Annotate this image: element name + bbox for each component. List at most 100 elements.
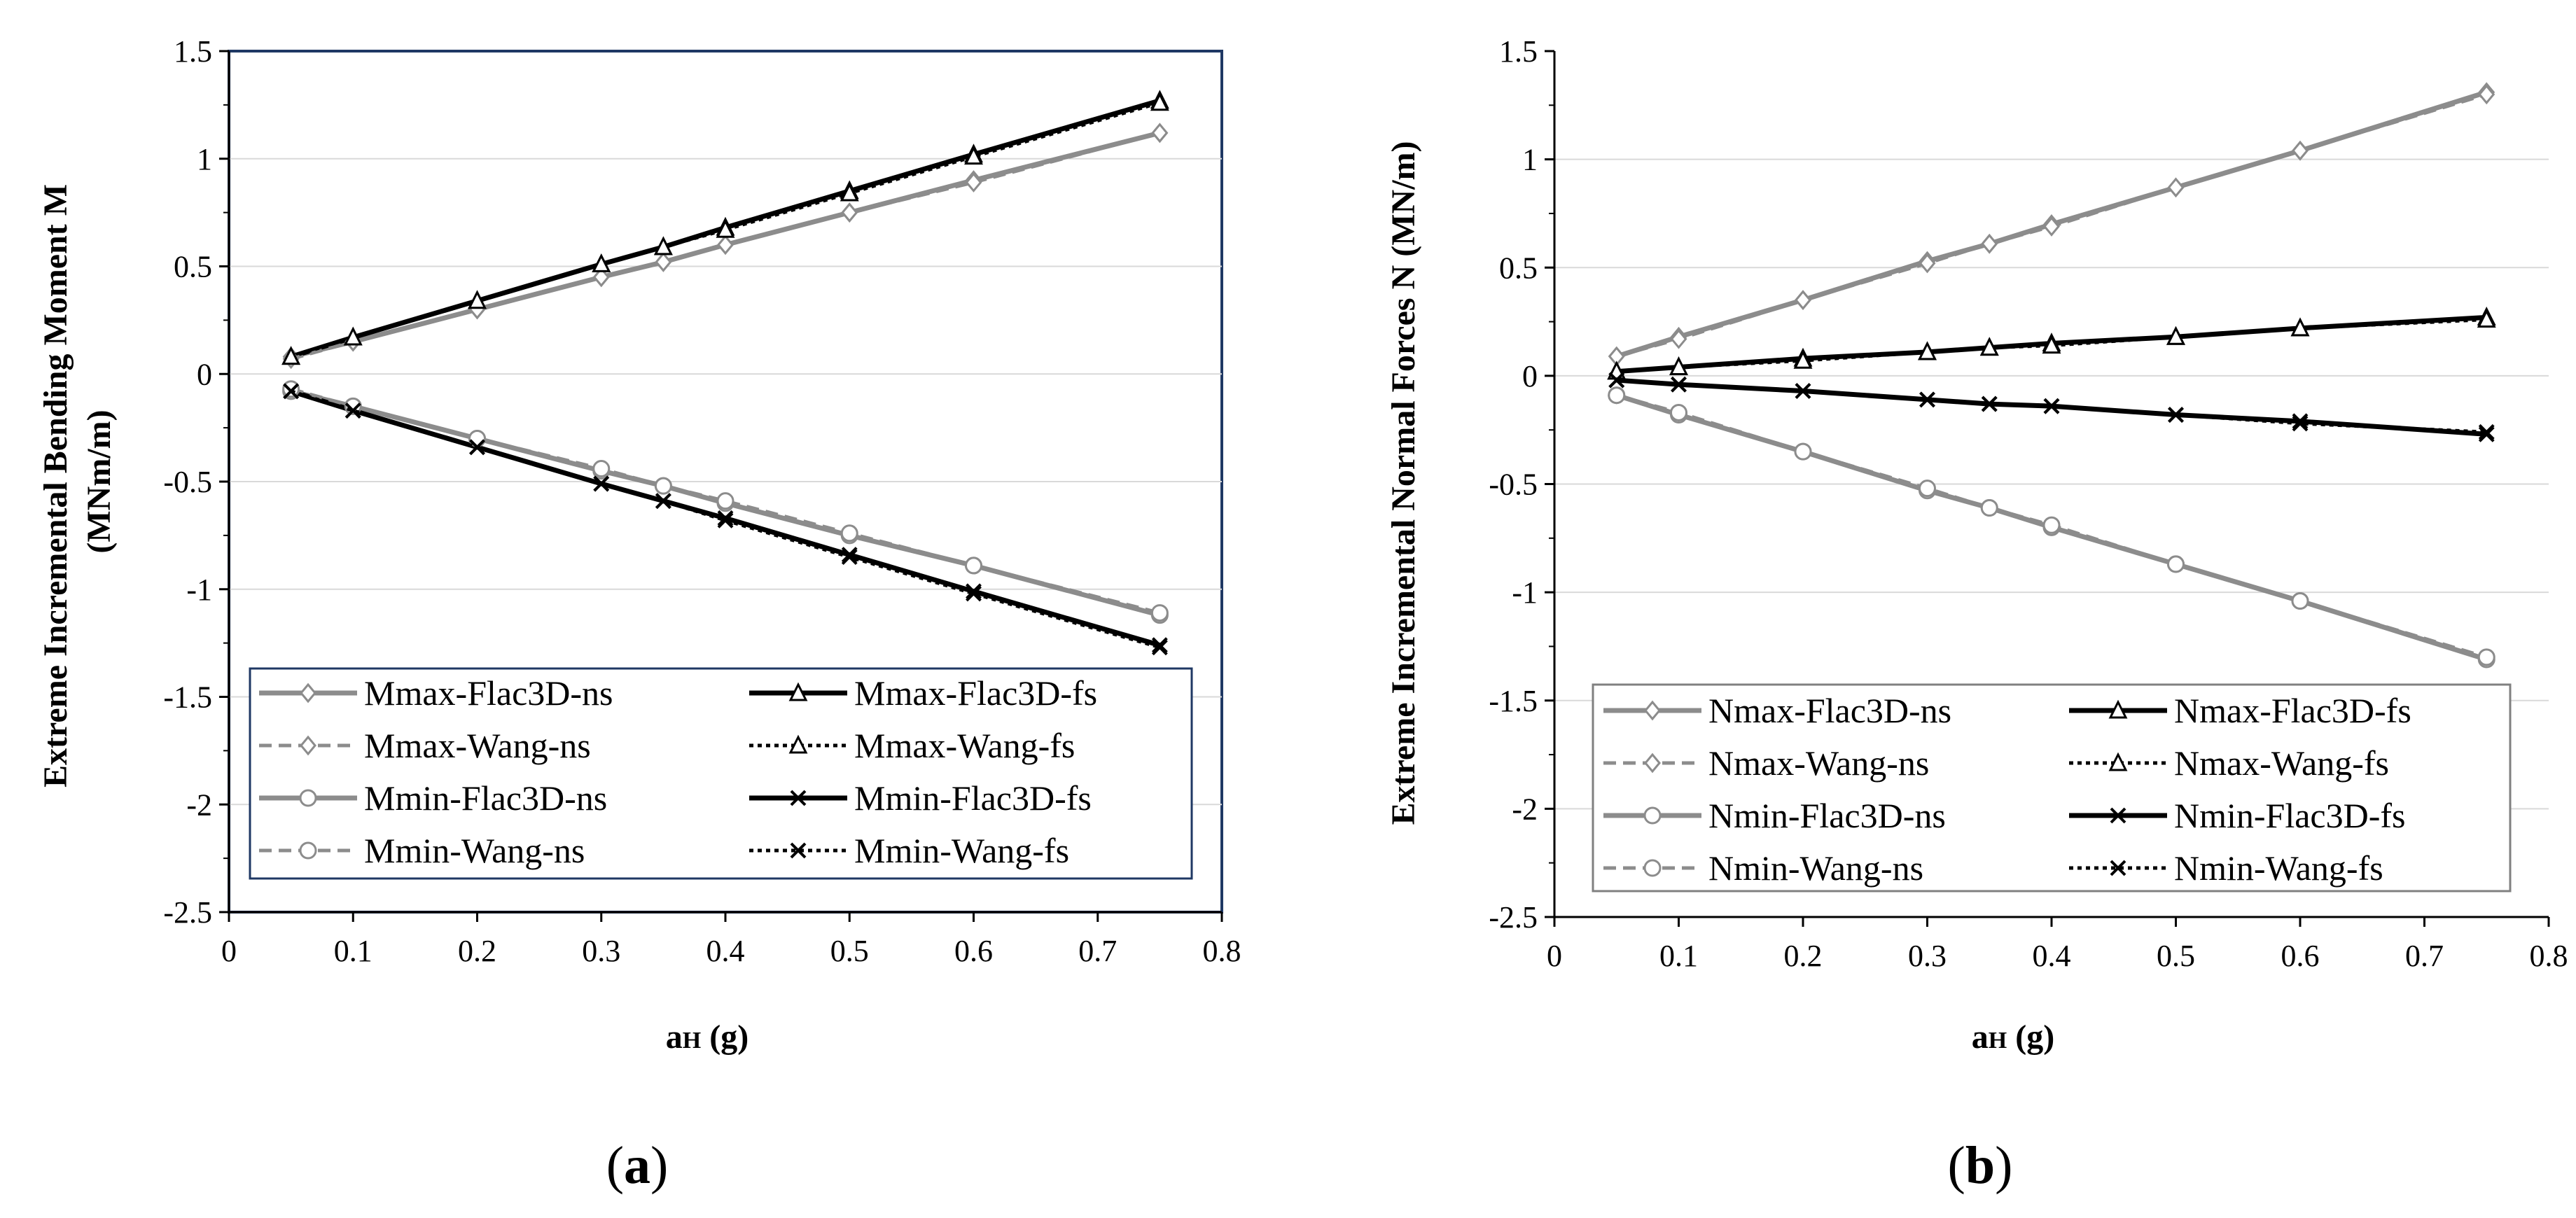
y-axis-title-line1: Extreme Incremental Normal Forces N (MN/… [1385, 141, 1422, 825]
data-point-marker [841, 549, 858, 566]
data-point-marker [1919, 479, 1936, 498]
data-series [281, 90, 1169, 656]
y-tick-label: -2.5 [163, 895, 212, 930]
data-point-marker [1795, 383, 1811, 399]
legend-entry: Mmin-Wang-ns [259, 831, 585, 870]
legend-label: Nmax-Wang-fs [2174, 743, 2389, 783]
data-point-marker [1795, 290, 1811, 310]
data-point-marker [655, 252, 672, 272]
data-series [1607, 82, 2496, 668]
data-point-marker [1608, 372, 1625, 388]
legend-swatch-marker [1644, 752, 1661, 774]
data-point-marker [592, 460, 611, 478]
y-tick-label: -2 [1512, 792, 1538, 826]
legend-label: Nmax-Flac3D-ns [1708, 691, 1951, 730]
x-tick-label: 0 [221, 934, 237, 968]
legend-entry: Mmax-Flac3D-fs [749, 673, 1097, 713]
data-point-marker [2478, 84, 2495, 105]
series-Nmin-Wang-ns [1608, 386, 2495, 666]
data-point-marker [1150, 92, 1169, 111]
data-point-marker [469, 439, 485, 456]
data-point-marker [2043, 398, 2060, 414]
x-tick-label: 0.6 [2281, 939, 2320, 973]
series-Nmax-Wang-ns [1608, 84, 2495, 367]
x-tick-label: 0.2 [458, 934, 496, 968]
legend-entry: Mmin-Flac3D-fs [749, 778, 1092, 818]
x-tick-label: 0.7 [2405, 939, 2444, 973]
y-tick-label: -1 [186, 573, 212, 607]
data-point-marker [1150, 604, 1169, 622]
x-tick-label: 0.3 [582, 934, 620, 968]
legend-label: Nmin-Flac3D-fs [2174, 796, 2406, 835]
legend-swatch-marker [300, 735, 316, 756]
legend-swatch-marker [1644, 700, 1661, 721]
legend-swatch-marker [788, 734, 808, 754]
legend-label: Nmax-Flac3D-fs [2174, 691, 2411, 730]
data-point-marker [841, 202, 858, 223]
data-point-marker [2166, 326, 2185, 345]
y-tick-label: -2 [186, 788, 212, 822]
data-point-marker [2477, 309, 2496, 328]
legend-entry: Nmax-Wang-fs [2069, 743, 2389, 783]
panel-label-letter: a [624, 1136, 650, 1195]
legend-swatch-marker [790, 790, 807, 806]
y-tick-label: 0.5 [174, 250, 212, 284]
legend-label: Mmin-Flac3D-ns [364, 778, 607, 818]
axes [219, 50, 1223, 922]
legend-label: Mmax-Wang-fs [854, 726, 1075, 765]
legend-entry: Mmin-Wang-fs [749, 831, 1069, 870]
y-tick-label: 0 [1522, 359, 1538, 393]
y-axis-title-line2: (MNm/m) [81, 410, 118, 553]
series-Nmin-Wang-fs [1608, 372, 2495, 440]
series-Mmax-Wang-fs [281, 92, 1169, 365]
data-point-marker [2290, 317, 2310, 337]
y-axis-title-line1: Extreme Incremental Bending Moment M [37, 184, 74, 788]
legend-swatch-marker [2108, 699, 2128, 719]
data-point-marker [283, 383, 300, 400]
data-point-marker [593, 475, 610, 492]
data-point-marker [841, 547, 858, 563]
data-point-marker [964, 146, 983, 165]
data-point-marker [1981, 396, 1998, 412]
x-tick-labels: 0 0.1 0.2 0.3 0.4 0.5 0.6 0.7 0.8 [221, 934, 1241, 968]
y-tick-label: 1 [197, 142, 212, 176]
legend-entries: Mmax-Flac3D-ns Mmax-Flac3D-fs Mmax-Wang-ns… [259, 673, 1097, 870]
x-axis-title-main: a [1972, 1018, 1989, 1056]
y-tick-label: 0.5 [1499, 251, 1538, 285]
legend-label: Mmax-Flac3D-ns [364, 673, 613, 713]
legend-entry: Nmin-Flac3D-fs [2069, 796, 2406, 835]
legend-label: Mmax-Flac3D-fs [854, 673, 1097, 713]
legend-label: Mmin-Flac3D-fs [854, 778, 1092, 818]
data-point-marker [2292, 413, 2309, 430]
legend-entry: Nmax-Flac3D-ns [1603, 691, 1951, 730]
y-tick-label: 1.5 [174, 34, 212, 69]
series-Nmax-Wang-fs [1607, 309, 2496, 380]
data-point-marker [1919, 391, 1935, 408]
legend-entry: Nmin-Flac3D-ns [1603, 796, 1946, 835]
data-point-marker [2042, 335, 2061, 354]
legend-swatch-marker [1643, 806, 1662, 825]
x-tick-label: 0.4 [706, 934, 745, 968]
x-tick-label: 0.1 [334, 934, 373, 968]
data-point-marker [717, 512, 734, 528]
x-tick-label: 0 [1547, 939, 1562, 973]
panel-label-b: (b) [1948, 1136, 2013, 1195]
legend-entry: Nmax-Wang-ns [1603, 743, 1929, 783]
x-axis-title-subscript: H [683, 1028, 701, 1054]
series-Mmin-Wang-fs [283, 383, 1168, 656]
x-axis-title-subscript: H [1989, 1028, 2007, 1054]
data-point-marker [282, 380, 300, 398]
data-point-marker [966, 585, 982, 602]
legend-swatch-marker [2110, 807, 2126, 824]
y-tick-label: -1 [1512, 575, 1538, 610]
data-point-marker [840, 182, 859, 202]
series-line [1616, 92, 2487, 358]
legend-box [249, 667, 1193, 880]
data-point-marker [2292, 140, 2309, 161]
data-point-marker [965, 172, 982, 192]
panel-label-close-paren: ) [650, 1136, 668, 1195]
data-point-marker [1794, 442, 1812, 461]
y-tick-label: -0.5 [1489, 468, 1538, 502]
data-point-marker [592, 253, 611, 272]
data-point-marker [1608, 386, 1626, 405]
